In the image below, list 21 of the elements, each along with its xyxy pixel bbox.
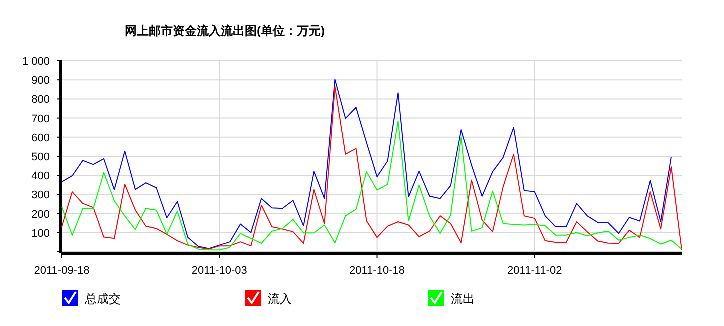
y-tick-label: 600 (32, 132, 50, 144)
y-tick-label: 1 000 (22, 56, 50, 68)
y-tick-label: 200 (32, 208, 50, 221)
y-tick-label: 100 (32, 228, 50, 240)
y-tick-label: 800 (32, 94, 50, 106)
y-tick-label: 700 (32, 113, 50, 126)
y-tick-label: 300 (32, 190, 50, 202)
x-tick-label: 2011-09-18 (34, 265, 90, 277)
y-tick-label: 400 (32, 170, 50, 183)
legend-item: 流出 (428, 290, 475, 306)
x-tick-label: 2011-10-18 (350, 265, 405, 277)
legend-label: 总成交 (84, 292, 121, 306)
x-tick-label: 2011-10-03 (192, 265, 248, 277)
chart-title: 网上邮市资金流入流出图(单位：万元) (125, 24, 325, 38)
x-tick-label: 2011-11-02 (508, 265, 562, 277)
legend-label: 流出 (451, 292, 475, 306)
y-tick-label: 500 (32, 152, 50, 164)
legend-label: 流入 (268, 292, 292, 306)
legend-item: 总成交 (62, 290, 121, 306)
y-tick-label: 900 (32, 75, 50, 88)
legend-item: 流入 (245, 290, 292, 306)
